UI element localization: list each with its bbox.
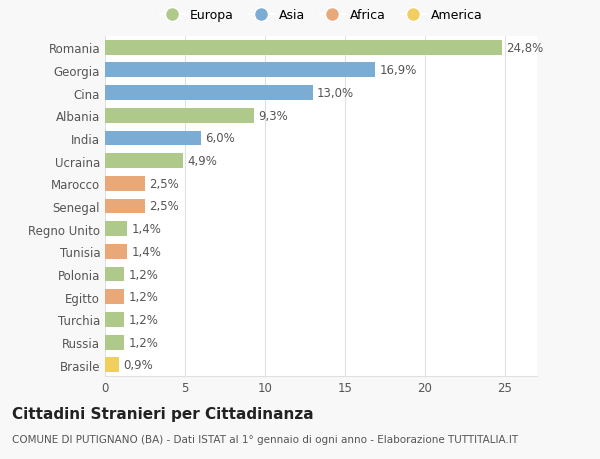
- Bar: [105, 245, 127, 259]
- Bar: [105, 267, 124, 282]
- Legend: Europa, Asia, Africa, America: Europa, Asia, Africa, America: [155, 4, 487, 27]
- Bar: [105, 63, 376, 78]
- Text: 1,4%: 1,4%: [131, 246, 161, 258]
- Bar: [105, 335, 124, 350]
- Text: 24,8%: 24,8%: [506, 42, 543, 55]
- Text: Cittadini Stranieri per Cittadinanza: Cittadini Stranieri per Cittadinanza: [12, 406, 314, 421]
- Bar: [105, 109, 254, 123]
- Text: 4,9%: 4,9%: [187, 155, 217, 168]
- Bar: [105, 131, 201, 146]
- Text: 2,5%: 2,5%: [149, 178, 179, 190]
- Text: 16,9%: 16,9%: [379, 64, 417, 77]
- Bar: [105, 41, 502, 56]
- Bar: [105, 222, 127, 236]
- Text: 1,4%: 1,4%: [131, 223, 161, 235]
- Text: 1,2%: 1,2%: [128, 291, 158, 303]
- Text: 6,0%: 6,0%: [205, 132, 235, 145]
- Bar: [105, 313, 124, 327]
- Text: 13,0%: 13,0%: [317, 87, 354, 100]
- Bar: [105, 154, 184, 168]
- Text: 1,2%: 1,2%: [128, 268, 158, 281]
- Bar: [105, 86, 313, 101]
- Text: 2,5%: 2,5%: [149, 200, 179, 213]
- Bar: [105, 199, 145, 214]
- Text: COMUNE DI PUTIGNANO (BA) - Dati ISTAT al 1° gennaio di ogni anno - Elaborazione : COMUNE DI PUTIGNANO (BA) - Dati ISTAT al…: [12, 434, 518, 444]
- Bar: [105, 358, 119, 372]
- Bar: [105, 290, 124, 304]
- Text: 1,2%: 1,2%: [128, 313, 158, 326]
- Text: 1,2%: 1,2%: [128, 336, 158, 349]
- Bar: [105, 177, 145, 191]
- Text: 9,3%: 9,3%: [258, 110, 287, 123]
- Text: 0,9%: 0,9%: [124, 358, 153, 371]
